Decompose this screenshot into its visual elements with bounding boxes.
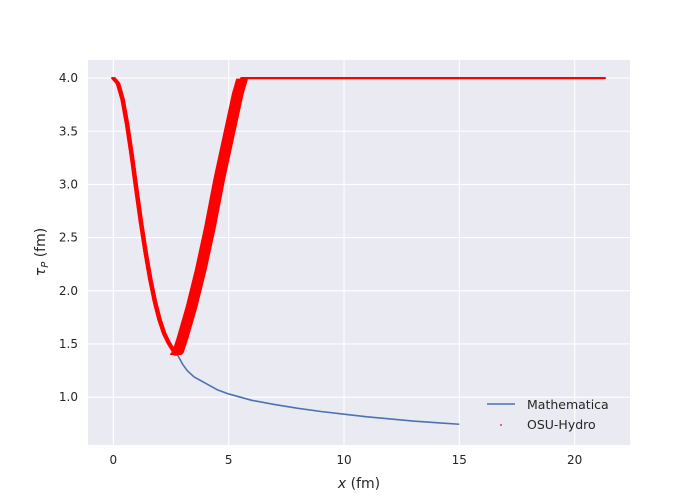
plot-background [88, 60, 630, 445]
plot-marks [111, 76, 606, 426]
series-points-osu-hydro [111, 76, 606, 356]
